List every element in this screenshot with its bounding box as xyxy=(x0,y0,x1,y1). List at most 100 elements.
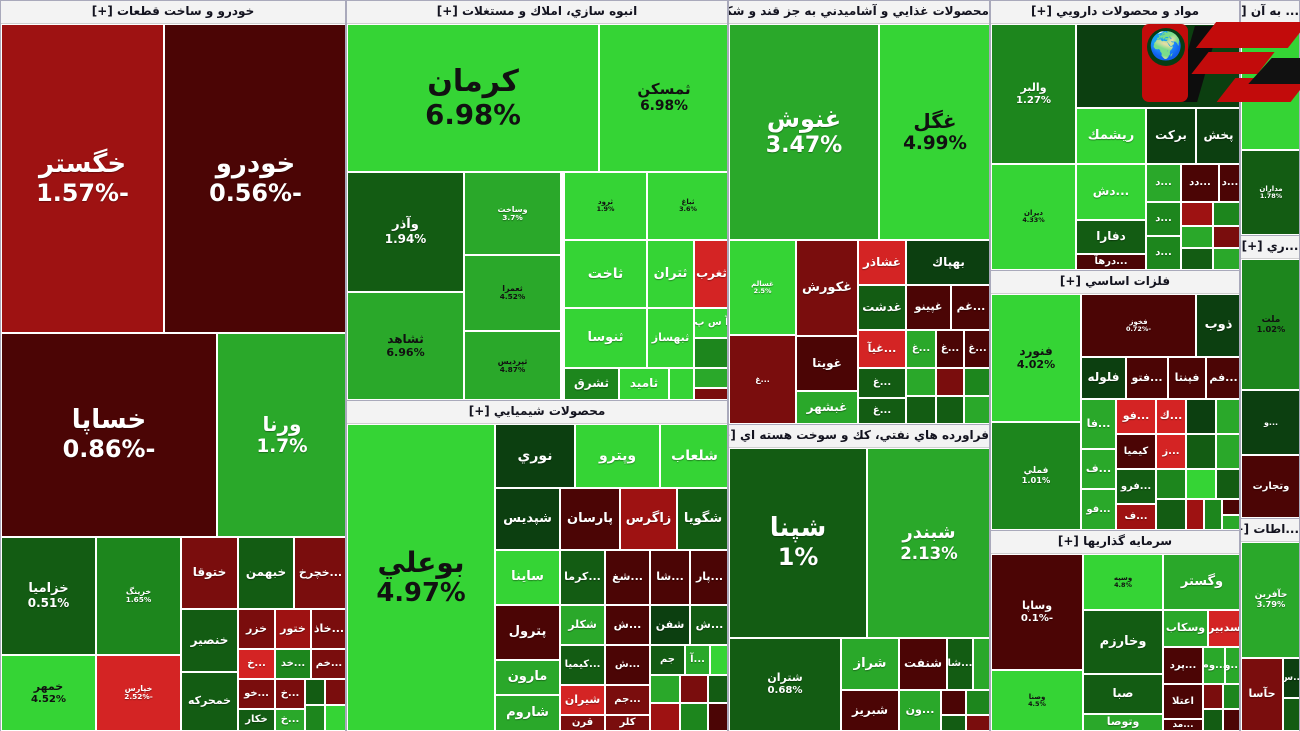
treemap-tile[interactable] xyxy=(1216,434,1239,469)
treemap-tile[interactable]: ...فم xyxy=(1206,357,1239,399)
treemap-tile[interactable]: ...ش xyxy=(690,605,727,645)
treemap-tile[interactable]: سدبير xyxy=(1208,610,1239,647)
treemap-tile[interactable]: شنفت xyxy=(899,638,947,690)
treemap-tile[interactable]: خكار xyxy=(238,709,275,731)
treemap-tile[interactable] xyxy=(1222,499,1239,515)
treemap-tile[interactable]: مفاخر 6.87% xyxy=(1241,24,1299,150)
treemap-tile[interactable] xyxy=(669,368,694,400)
treemap-tile[interactable]: ...دد xyxy=(1181,164,1219,202)
treemap-tile[interactable] xyxy=(906,368,936,396)
treemap-tile[interactable]: ...غ xyxy=(858,398,906,424)
treemap-tile[interactable]: وتجارت xyxy=(1241,455,1299,518)
treemap-tile[interactable]: شبندر 2.13% xyxy=(867,448,989,638)
treemap-tile[interactable]: فنورد 4.02% xyxy=(991,294,1081,422)
sector-header[interactable]: فلزات اساسي [+] xyxy=(991,271,1239,294)
treemap-tile[interactable] xyxy=(708,675,727,703)
sector-header[interactable]: مواد و محصولات دارويي [+] xyxy=(991,1,1239,24)
treemap-tile[interactable]: زاگرس xyxy=(620,488,677,550)
treemap-tile[interactable]: ثاخت xyxy=(564,240,647,308)
treemap-tile[interactable]: ثبهساز xyxy=(647,308,694,368)
treemap-tile[interactable] xyxy=(1216,399,1239,434)
sector-header[interactable]: فراورده هاي نفتي، كك و سوخت هسته اي [+] xyxy=(729,425,989,448)
treemap-tile[interactable]: ...شغ xyxy=(605,550,650,605)
treemap-tile[interactable]: ورنا 1.7% xyxy=(217,333,345,537)
treemap-tile[interactable]: خودرو -0.56% xyxy=(164,24,345,333)
treemap-tile[interactable] xyxy=(325,679,345,705)
treemap-tile[interactable]: ...پرد xyxy=(1163,647,1203,684)
treemap-tile[interactable]: شاروم xyxy=(495,695,560,731)
treemap-tile[interactable]: ...غيآ xyxy=(858,330,906,368)
treemap-tile[interactable] xyxy=(708,703,727,731)
treemap-tile[interactable]: ...و xyxy=(1241,390,1299,455)
treemap-tile[interactable]: غكورش xyxy=(796,240,858,336)
treemap-tile[interactable] xyxy=(710,645,727,675)
treemap-tile[interactable]: ثپرديس 4.87% xyxy=(464,331,561,400)
treemap-tile[interactable]: ...فرو xyxy=(1116,469,1156,504)
treemap-tile[interactable]: ...مد xyxy=(1163,719,1203,731)
treemap-tile[interactable]: آ س پ xyxy=(694,308,727,338)
treemap-tile[interactable] xyxy=(1156,469,1186,499)
treemap-tile[interactable]: خزاميا 0.51% xyxy=(1,537,96,655)
treemap-tile[interactable]: ...غ xyxy=(964,330,989,368)
treemap-tile[interactable] xyxy=(966,690,989,715)
treemap-tile[interactable]: ...كيميا xyxy=(560,645,605,685)
treemap-tile[interactable]: ...ف xyxy=(1081,449,1116,489)
treemap-tile[interactable]: وپترو xyxy=(575,424,660,488)
treemap-tile[interactable] xyxy=(1216,469,1239,499)
treemap-tile[interactable]: مارون xyxy=(495,660,560,695)
treemap-tile[interactable] xyxy=(680,703,708,731)
treemap-tile[interactable]: ...غ xyxy=(906,330,936,368)
treemap-tile[interactable]: ...خاذ xyxy=(311,609,345,649)
treemap-tile[interactable] xyxy=(650,703,680,731)
treemap-tile[interactable] xyxy=(305,679,325,705)
treemap-tile[interactable]: غگل 4.99% xyxy=(879,24,989,240)
treemap-tile[interactable] xyxy=(1213,248,1239,270)
treemap-tile[interactable] xyxy=(1223,684,1239,709)
treemap-tile[interactable] xyxy=(1186,499,1204,530)
treemap-tile[interactable] xyxy=(1203,684,1223,709)
treemap-tile[interactable]: ...فو xyxy=(1116,399,1156,434)
treemap-tile[interactable]: ثغرب xyxy=(694,240,727,308)
treemap-tile[interactable]: ...شا xyxy=(650,550,690,605)
treemap-tile[interactable]: وسكاب xyxy=(1163,610,1208,647)
treemap-tile[interactable]: صبا xyxy=(1083,674,1163,714)
treemap-tile[interactable]: ...شا xyxy=(947,638,973,690)
treemap-tile[interactable] xyxy=(1203,709,1223,731)
treemap-tile[interactable]: دتماد 3.08% xyxy=(1076,24,1239,108)
treemap-tile[interactable]: فملي 1.01% xyxy=(991,422,1081,530)
treemap-tile[interactable]: وصنا 4.5% xyxy=(991,670,1083,731)
treemap-tile[interactable]: نوري xyxy=(495,424,575,488)
treemap-tile[interactable] xyxy=(1213,226,1239,248)
treemap-tile[interactable]: ...خد xyxy=(275,649,311,679)
treemap-tile[interactable]: شبريز xyxy=(841,690,899,731)
treemap-tile[interactable]: غپينو xyxy=(906,285,951,330)
treemap-tile[interactable]: ...ز xyxy=(1156,434,1186,469)
treemap-tile[interactable]: ثنوسا xyxy=(564,308,647,368)
treemap-tile[interactable]: ...غ xyxy=(729,335,796,424)
treemap-tile[interactable]: فخوز -0.72% xyxy=(1081,294,1196,357)
treemap-tile[interactable] xyxy=(936,368,964,396)
treemap-tile[interactable] xyxy=(1223,709,1239,731)
treemap-tile[interactable] xyxy=(1186,434,1216,469)
treemap-tile[interactable] xyxy=(964,396,989,424)
treemap-tile[interactable] xyxy=(1283,698,1299,731)
treemap-tile[interactable]: ...جم xyxy=(605,685,650,715)
sector-header[interactable]: ...اطات [+] xyxy=(1241,519,1299,542)
treemap-tile[interactable]: حآسا xyxy=(1241,658,1283,731)
treemap-tile[interactable]: ...فا xyxy=(1081,399,1116,449)
sector-header[interactable]: ...ري [+] xyxy=(1241,236,1299,259)
treemap-tile[interactable] xyxy=(680,675,708,703)
treemap-tile[interactable]: شفن xyxy=(650,605,690,645)
treemap-tile[interactable]: خزر xyxy=(238,609,275,649)
treemap-tile[interactable]: ...آ xyxy=(685,645,710,675)
treemap-tile[interactable]: وآذر 1.94% xyxy=(347,172,464,292)
treemap-tile[interactable]: ...ك xyxy=(1156,399,1186,434)
treemap-tile[interactable]: والبر 1.27% xyxy=(991,24,1076,164)
treemap-tile[interactable]: ثمسكن 6.98% xyxy=(599,24,727,172)
treemap-tile[interactable]: ...خ xyxy=(275,679,305,709)
treemap-tile[interactable]: ختوقا xyxy=(181,537,238,609)
treemap-tile[interactable]: وگستر xyxy=(1163,554,1239,610)
treemap-tile[interactable]: كلر xyxy=(605,715,650,731)
treemap-tile[interactable] xyxy=(1213,202,1239,226)
treemap-tile[interactable] xyxy=(694,388,727,400)
